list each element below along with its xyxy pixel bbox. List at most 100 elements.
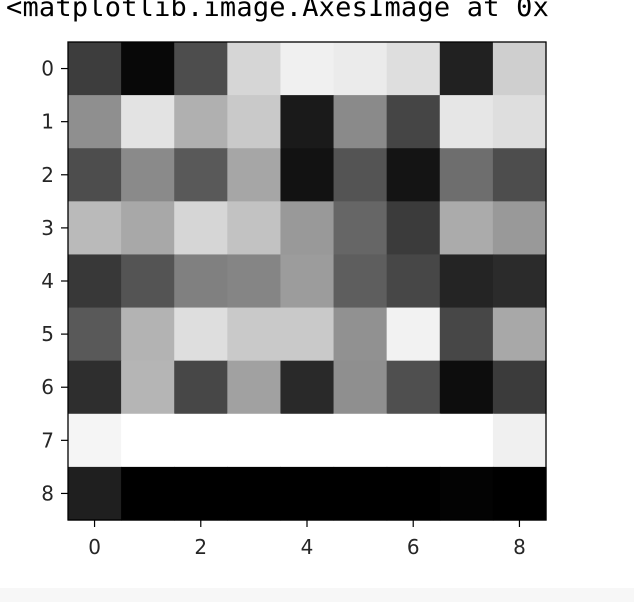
heatmap-cell-r3-c0	[68, 201, 122, 256]
heatmap-cell-r3-c2	[174, 201, 228, 256]
heatmap-cell-r7-c7	[439, 413, 494, 468]
heatmap-cell-r0-c5	[333, 42, 388, 96]
x-tick-label-6: 6	[407, 535, 420, 559]
heatmap-cell-r2-c7	[439, 148, 494, 202]
y-tick-label-3: 3	[41, 216, 54, 240]
heatmap-cell-r0-c1	[121, 42, 175, 96]
heatmap-cell-r4-c0	[68, 254, 122, 309]
heatmap-cell-r5-c8	[492, 307, 547, 362]
y-tick-label-8: 8	[41, 481, 54, 505]
heatmap-cell-r5-c4	[280, 307, 335, 362]
heatmap-cell-r2-c6	[386, 148, 441, 202]
y-axis-ticks: 0 1 2 3 4 5 6 7 8	[41, 57, 68, 505]
heatmap-cell-r8-c2	[174, 466, 228, 521]
heatmap-cell-r7-c5	[333, 413, 388, 468]
heatmap-cell-r6-c0	[68, 360, 122, 415]
heatmap-cell-r7-c8	[492, 413, 547, 468]
heatmap-cell-r8-c5	[333, 466, 388, 521]
axes-image-repr-text: <matplotlib.image.AxesImage at 0x	[6, 0, 550, 23]
heatmap-cell-r1-c1	[121, 95, 175, 149]
heatmap-cell-r8-c4	[280, 466, 335, 521]
y-tick-label-0: 0	[41, 57, 54, 81]
heatmap-cell-r4-c4	[280, 254, 335, 309]
heatmap-cell-r2-c2	[174, 148, 228, 202]
heatmap-cells	[68, 42, 547, 521]
heatmap-cell-r3-c7	[439, 201, 494, 256]
heatmap-cell-r0-c8	[492, 42, 547, 96]
heatmap-cell-r6-c1	[121, 360, 175, 415]
heatmap-cell-r3-c6	[386, 201, 441, 256]
x-axis-ticks: 0 2 4 6 8	[88, 520, 526, 559]
heatmap-cell-r0-c0	[68, 42, 122, 96]
heatmap-cell-r2-c5	[333, 148, 388, 202]
x-tick-label-4: 4	[301, 535, 314, 559]
cell-bottom-strip	[0, 588, 634, 602]
y-tick-label-6: 6	[41, 375, 54, 399]
heatmap-cell-r7-c1	[121, 413, 175, 468]
heatmap-cell-r3-c5	[333, 201, 388, 256]
heatmap-cell-r5-c7	[439, 307, 494, 362]
heatmap-cell-r8-c1	[121, 466, 175, 521]
heatmap-cell-r2-c4	[280, 148, 335, 202]
heatmap-cell-r4-c8	[492, 254, 547, 309]
y-tick-label-5: 5	[41, 322, 54, 346]
heatmap-cell-r4-c7	[439, 254, 494, 309]
heatmap-cell-r3-c8	[492, 201, 547, 256]
heatmap-cell-r4-c5	[333, 254, 388, 309]
heatmap-cell-r2-c1	[121, 148, 175, 202]
heatmap-cell-r3-c1	[121, 201, 175, 256]
heatmap-cell-r8-c3	[227, 466, 282, 521]
heatmap-cell-r4-c3	[227, 254, 282, 309]
heatmap-cell-r4-c2	[174, 254, 228, 309]
y-tick-label-2: 2	[41, 163, 54, 187]
heatmap-cell-r3-c3	[227, 201, 282, 256]
heatmap-cell-r7-c6	[386, 413, 441, 468]
heatmap-cell-r6-c6	[386, 360, 441, 415]
heatmap-cell-r7-c0	[68, 413, 122, 468]
heatmap-cell-r1-c8	[492, 95, 547, 149]
heatmap-cell-r7-c3	[227, 413, 282, 468]
heatmap-cell-r1-c5	[333, 95, 388, 149]
heatmap-cell-r5-c1	[121, 307, 175, 362]
heatmap-cell-r8-c6	[386, 466, 441, 521]
heatmap-cell-r7-c2	[174, 413, 228, 468]
heatmap-cell-r8-c0	[68, 466, 122, 521]
heatmap-cell-r2-c3	[227, 148, 282, 202]
heatmap-cell-r6-c7	[439, 360, 494, 415]
heatmap-cell-r5-c3	[227, 307, 282, 362]
heatmap-cell-r8-c7	[439, 466, 494, 521]
heatmap-cell-r6-c2	[174, 360, 228, 415]
heatmap-cell-r0-c6	[386, 42, 441, 96]
heatmap-cell-r0-c2	[174, 42, 228, 96]
heatmap-cell-r6-c4	[280, 360, 335, 415]
heatmap-cell-r2-c8	[492, 148, 547, 202]
heatmap-cell-r5-c5	[333, 307, 388, 362]
y-tick-label-7: 7	[41, 428, 54, 452]
heatmap-cell-r4-c1	[121, 254, 175, 309]
heatmap-cell-r1-c7	[439, 95, 494, 149]
heatmap-cell-r6-c5	[333, 360, 388, 415]
heatmap-cell-r0-c7	[439, 42, 494, 96]
heatmap-cell-r6-c8	[492, 360, 547, 415]
y-tick-label-1: 1	[41, 110, 54, 134]
x-tick-label-2: 2	[194, 535, 207, 559]
heatmap-cell-r5-c0	[68, 307, 122, 362]
heatmap-cell-r1-c0	[68, 95, 122, 149]
heatmap-cell-r1-c2	[174, 95, 228, 149]
heatmap-cell-r6-c3	[227, 360, 282, 415]
heatmap-cell-r2-c0	[68, 148, 122, 202]
heatmap-cell-r5-c6	[386, 307, 441, 362]
heatmap-cell-r4-c6	[386, 254, 441, 309]
heatmap-cell-r1-c4	[280, 95, 335, 149]
heatmap-cell-r5-c2	[174, 307, 228, 362]
heatmap-cell-r1-c3	[227, 95, 282, 149]
x-tick-label-8: 8	[513, 535, 526, 559]
x-tick-label-0: 0	[88, 535, 101, 559]
heatmap-cell-r8-c8	[492, 466, 547, 521]
heatmap-cell-r0-c4	[280, 42, 335, 96]
heatmap-cell-r3-c4	[280, 201, 335, 256]
heatmap-cell-r7-c4	[280, 413, 335, 468]
heatmap-cell-r1-c6	[386, 95, 441, 149]
